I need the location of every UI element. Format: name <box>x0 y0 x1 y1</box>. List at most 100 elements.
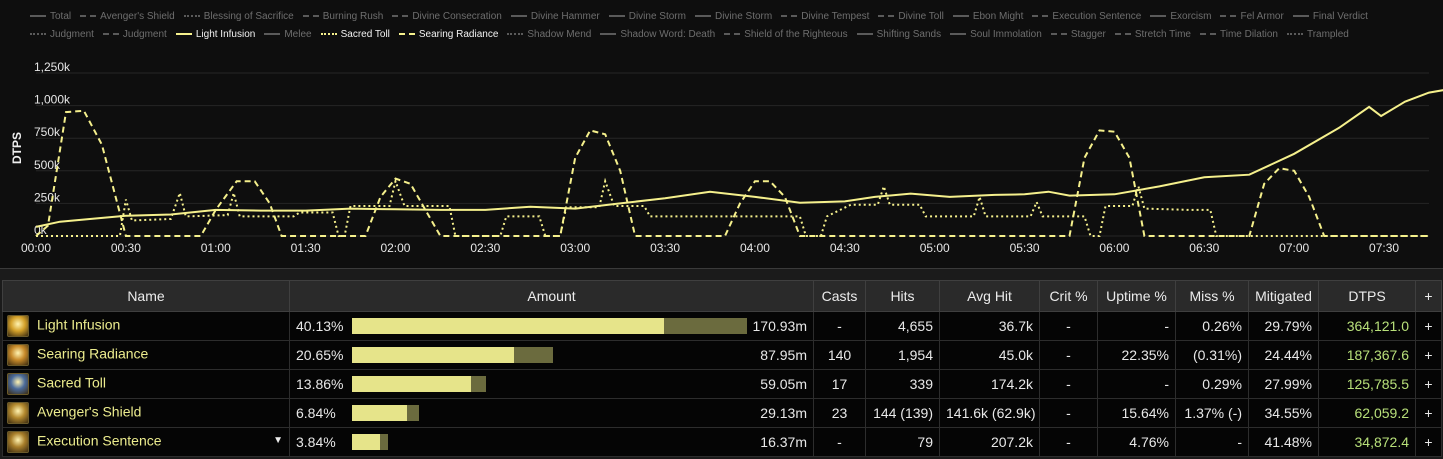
legend-label: Ebon Might <box>972 11 1024 22</box>
legend-item[interactable]: Judgment <box>30 27 94 42</box>
amount-percent: 40.13% <box>296 318 344 334</box>
spell-name[interactable]: Sacred Toll <box>37 374 107 391</box>
legend-label: Shadow Word: Death <box>620 29 716 40</box>
spell-name-cell[interactable]: Light Infusion <box>2 311 290 341</box>
legend-item[interactable]: Total <box>30 9 71 24</box>
spell-name[interactable]: Avenger's Shield <box>37 403 142 420</box>
legend-label: Execution Sentence <box>1052 11 1142 22</box>
legend-label: Divine Toll <box>898 11 944 22</box>
header-dtps[interactable]: DTPS <box>1318 280 1416 312</box>
row-add-button[interactable]: + <box>1415 369 1442 399</box>
legend-swatch-icon <box>878 15 895 18</box>
spell-name[interactable]: Light Infusion <box>37 316 121 333</box>
header-miss[interactable]: Miss % <box>1175 280 1249 312</box>
legend-label: Sacred Toll <box>340 29 390 40</box>
dtps-cell: 125,785.5 <box>1318 369 1416 399</box>
table-row[interactable]: Execution Sentence ▼ 3.84% 16.37m -79 207.2k -… <box>2 427 1442 457</box>
row-add-button[interactable]: + <box>1415 340 1442 370</box>
header-hits[interactable]: Hits <box>865 280 940 312</box>
legend-item[interactable]: Shield of the Righteous <box>724 27 848 42</box>
legend-item[interactable]: Searing Radiance <box>398 27 498 42</box>
miss-cell: (0.31%) <box>1175 340 1249 370</box>
legend-swatch-icon <box>175 33 192 36</box>
amount-bar <box>352 347 747 363</box>
table-row[interactable]: Light Infusion 40.13% 170.93m -4,655 36.7k - -… <box>2 311 1442 341</box>
legend-item[interactable]: Time Dilation <box>1199 27 1278 42</box>
spell-name-cell[interactable]: Execution Sentence ▼ <box>2 427 290 457</box>
avg-hit-cell: 45.0k <box>939 340 1040 370</box>
header-avg-hit[interactable]: Avg Hit <box>939 280 1040 312</box>
legend-swatch-icon <box>1150 15 1167 18</box>
legend-label: Judgment <box>50 29 94 40</box>
amount-value: 170.93m <box>752 318 807 334</box>
legend-item[interactable]: Avenger's Shield <box>80 9 175 24</box>
legend-item[interactable]: Divine Consecration <box>392 9 502 24</box>
casts-cell: - <box>813 311 866 341</box>
table-row[interactable]: Avenger's Shield 6.84% 29.13m 23 144 (139) 14… <box>2 398 1442 428</box>
legend-item[interactable]: Shadow Mend <box>507 27 591 42</box>
avengers-shield-icon <box>7 402 29 424</box>
legend-item[interactable]: Divine Storm <box>608 9 686 24</box>
legend-item[interactable]: Judgment <box>102 27 167 42</box>
table-row[interactable]: Sacred Toll 13.86% 59.05m 17 339 174.2k - -0.29… <box>2 369 1442 399</box>
legend-item[interactable]: Ebon Might <box>952 9 1024 24</box>
dtps-cell: 364,121.0 <box>1318 311 1416 341</box>
x-tick-label: 03:00 <box>560 241 590 255</box>
mitigated-cell: 27.99% <box>1248 369 1319 399</box>
legend-item[interactable]: Divine Tempest <box>781 9 869 24</box>
legend-label: Trampled <box>1306 29 1349 40</box>
series-line-sacred-toll <box>36 177 1429 237</box>
legend-item[interactable]: Light Infusion <box>175 27 255 42</box>
legend-swatch-icon <box>398 33 415 36</box>
header-crit[interactable]: Crit % <box>1039 280 1098 312</box>
x-tick-label: 06:00 <box>1099 241 1129 255</box>
header-amount[interactable]: Amount <box>289 280 814 312</box>
legend-item[interactable]: Shifting Sands <box>856 27 942 42</box>
legend-item[interactable]: Divine Hammer <box>510 9 600 24</box>
legend-item[interactable]: Sacred Toll <box>320 27 390 42</box>
legend-item[interactable]: Divine Storm <box>694 9 772 24</box>
legend-item[interactable]: Melee <box>264 27 312 42</box>
amount-bar-fill <box>352 434 380 450</box>
miss-cell: 0.29% <box>1175 369 1249 399</box>
chevron-down-icon[interactable]: ▼ <box>273 435 283 446</box>
spell-name-cell[interactable]: Searing Radiance <box>2 340 290 370</box>
legend-item[interactable]: Execution Sentence <box>1032 9 1141 24</box>
table-row[interactable]: Searing Radiance 20.65% 87.95m 140 1,954 45.0… <box>2 340 1442 370</box>
spell-name[interactable]: Searing Radiance <box>37 345 149 362</box>
legend-item[interactable]: Exorcism <box>1150 9 1211 24</box>
spell-name-cell[interactable]: Avenger's Shield <box>2 398 290 428</box>
x-tick-label: 03:30 <box>650 241 680 255</box>
legend-item[interactable]: Burning Rush <box>302 9 384 24</box>
header-name[interactable]: Name <box>2 280 290 312</box>
legend-swatch-icon <box>302 15 319 18</box>
legend-item[interactable]: Fel Armor <box>1220 9 1284 24</box>
header-casts[interactable]: Casts <box>813 280 866 312</box>
legend-item[interactable]: Stretch Time <box>1114 27 1191 42</box>
spell-name[interactable]: Execution Sentence <box>37 432 162 449</box>
legend-swatch-icon <box>856 33 873 36</box>
legend-label: Burning Rush <box>322 11 384 22</box>
row-add-button[interactable]: + <box>1415 427 1442 457</box>
header-uptime[interactable]: Uptime % <box>1097 280 1176 312</box>
header-add-column-button[interactable]: + <box>1415 280 1442 312</box>
legend-item[interactable]: Stagger <box>1050 27 1106 42</box>
legend-swatch-icon <box>102 33 119 36</box>
legend-item[interactable]: Trampled <box>1286 27 1349 42</box>
uptime-cell: 15.64% <box>1097 398 1176 428</box>
amount-bar <box>352 405 747 421</box>
legend-item[interactable]: Divine Toll <box>878 9 944 24</box>
legend-label: Shifting Sands <box>876 29 942 40</box>
header-mitigated[interactable]: Mitigated <box>1248 280 1319 312</box>
row-add-button[interactable]: + <box>1415 398 1442 428</box>
legend-item[interactable]: Final Verdict <box>1292 9 1368 24</box>
x-tick-label: 07:00 <box>1279 241 1309 255</box>
legend-item[interactable]: Shadow Word: Death <box>600 27 715 42</box>
spell-name-cell[interactable]: Sacred Toll <box>2 369 290 399</box>
legend-item[interactable]: Blessing of Sacrifice <box>183 9 294 24</box>
row-add-button[interactable]: + <box>1415 311 1442 341</box>
legend-swatch-icon <box>1220 15 1237 18</box>
legend-item[interactable]: Soul Immolation <box>950 27 1042 42</box>
amount-percent: 3.84% <box>296 434 336 450</box>
legend-swatch-icon <box>392 15 409 18</box>
